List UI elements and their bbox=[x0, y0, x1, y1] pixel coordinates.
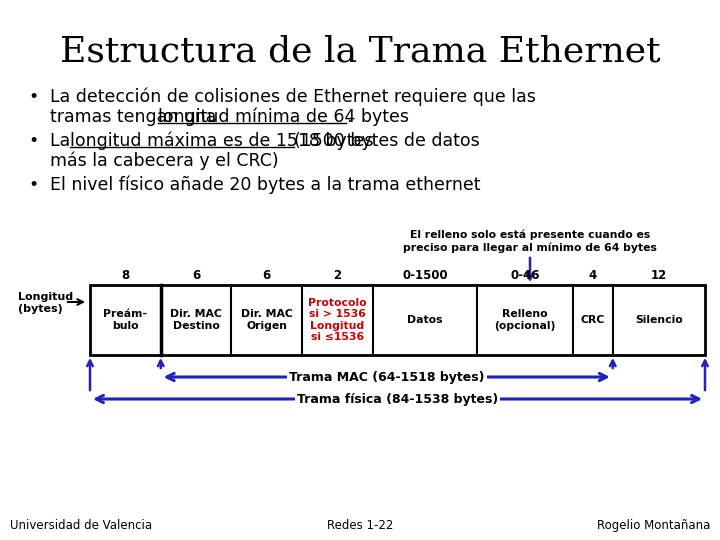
Text: Protocolo
si > 1536
Longitud
si ≤1536: Protocolo si > 1536 Longitud si ≤1536 bbox=[308, 298, 367, 342]
Text: Estructura de la Trama Ethernet: Estructura de la Trama Ethernet bbox=[60, 35, 660, 69]
Bar bbox=[90, 285, 705, 355]
Text: La detección de colisiones de Ethernet requiere que las: La detección de colisiones de Ethernet r… bbox=[50, 88, 536, 106]
Text: (1500 bytes de datos: (1500 bytes de datos bbox=[294, 132, 480, 150]
Text: El nivel físico añade 20 bytes a la trama ethernet: El nivel físico añade 20 bytes a la tram… bbox=[50, 176, 480, 194]
Text: Trama MAC (64-1518 bytes): Trama MAC (64-1518 bytes) bbox=[289, 370, 485, 383]
Text: El relleno solo está presente cuando es
preciso para llegar al mínimo de 64 byte: El relleno solo está presente cuando es … bbox=[403, 230, 657, 253]
Text: Dir. MAC
Origen: Dir. MAC Origen bbox=[241, 309, 293, 331]
Text: longitud máxima es de 1518 bytes: longitud máxima es de 1518 bytes bbox=[70, 132, 374, 151]
Text: más la cabecera y el CRC): más la cabecera y el CRC) bbox=[50, 152, 279, 171]
Text: Redes 1-22: Redes 1-22 bbox=[327, 519, 393, 532]
Text: Silencio: Silencio bbox=[635, 315, 683, 325]
Text: Universidad de Valencia: Universidad de Valencia bbox=[10, 519, 152, 532]
Text: Dir. MAC
Destino: Dir. MAC Destino bbox=[170, 309, 222, 331]
Text: Datos: Datos bbox=[408, 315, 443, 325]
Text: tramas tengan una: tramas tengan una bbox=[50, 108, 222, 126]
Text: La: La bbox=[50, 132, 76, 150]
Text: 12: 12 bbox=[651, 269, 667, 282]
Text: 6: 6 bbox=[192, 269, 200, 282]
Text: •: • bbox=[28, 176, 38, 194]
Text: 0-1500: 0-1500 bbox=[402, 269, 448, 282]
Text: •: • bbox=[28, 88, 38, 106]
Text: •: • bbox=[28, 132, 38, 150]
Text: 4: 4 bbox=[589, 269, 597, 282]
Text: Relleno
(opcional): Relleno (opcional) bbox=[495, 309, 556, 331]
Text: 8: 8 bbox=[121, 269, 130, 282]
Text: 2: 2 bbox=[333, 269, 341, 282]
Text: 6: 6 bbox=[263, 269, 271, 282]
Text: Longitud
(bytes): Longitud (bytes) bbox=[18, 292, 73, 314]
Text: Trama física (84-1538 bytes): Trama física (84-1538 bytes) bbox=[297, 393, 498, 406]
Text: longitud mínima de 64 bytes: longitud mínima de 64 bytes bbox=[158, 108, 409, 126]
Text: .: . bbox=[346, 108, 351, 126]
Text: Rogelio Montañana: Rogelio Montañana bbox=[597, 519, 710, 532]
Text: Preám-
bulo: Preám- bulo bbox=[104, 309, 148, 331]
Text: CRC: CRC bbox=[580, 315, 605, 325]
Text: 0-46: 0-46 bbox=[510, 269, 540, 282]
